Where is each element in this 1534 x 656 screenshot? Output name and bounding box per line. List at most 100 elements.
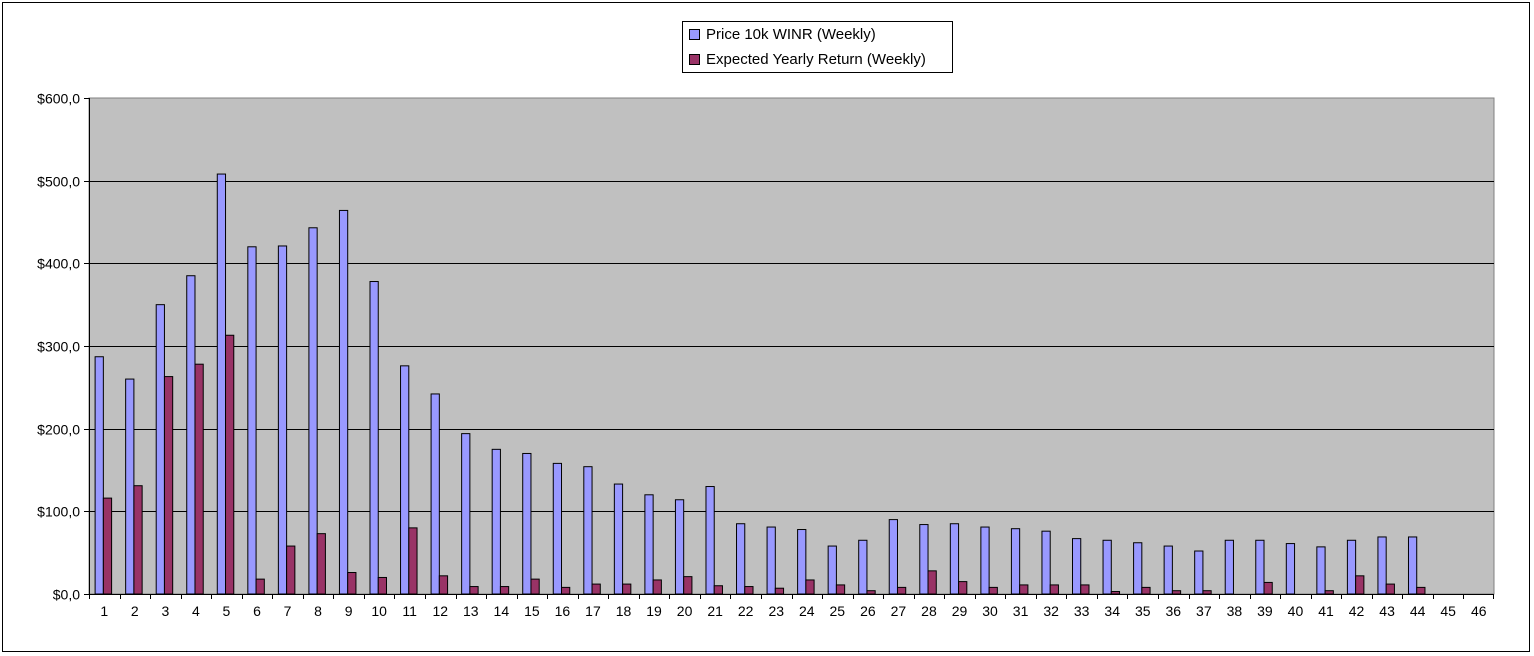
bar-price xyxy=(308,227,318,595)
bar-expected-return xyxy=(866,590,876,595)
x-tick-label: 38 xyxy=(1227,603,1243,619)
bar-price xyxy=(1377,536,1387,595)
bar-expected-return xyxy=(255,578,265,595)
bar-price xyxy=(1102,539,1112,595)
x-tick-label: 2 xyxy=(131,603,139,619)
bar-price xyxy=(583,466,593,595)
bar-price xyxy=(430,393,440,595)
x-tick-label: 24 xyxy=(799,603,815,619)
bar-expected-return xyxy=(713,585,723,595)
bar-price xyxy=(1163,545,1173,595)
bar-expected-return xyxy=(1049,584,1059,595)
x-tick-label: 11 xyxy=(402,603,417,619)
y-tick-label: $600,0 xyxy=(37,91,80,107)
legend-item-expected-return: Expected Yearly Return (Weekly) xyxy=(689,50,926,70)
bar-price xyxy=(858,539,868,595)
y-tick-label: $500,0 xyxy=(37,174,80,190)
bar-price xyxy=(1072,538,1082,595)
y-tick-label: $300,0 xyxy=(37,339,80,355)
bar-price xyxy=(369,281,379,595)
bar-expected-return xyxy=(1080,584,1090,595)
bar-price xyxy=(949,523,960,595)
x-tick-label: 17 xyxy=(585,603,601,619)
bar-price xyxy=(705,486,715,595)
bar-price xyxy=(247,246,257,595)
bar-expected-return xyxy=(1202,590,1212,595)
x-tick-label: 29 xyxy=(952,603,968,619)
bar-expected-return xyxy=(1263,581,1273,595)
bar-expected-return xyxy=(286,545,296,595)
bar-price xyxy=(1010,528,1021,595)
bar-price xyxy=(1407,536,1418,595)
x-tick-label: 7 xyxy=(284,603,292,619)
x-tick-label: 32 xyxy=(1043,603,1059,619)
bar-price xyxy=(644,494,654,595)
bar-expected-return xyxy=(805,579,815,595)
bar-expected-return xyxy=(347,572,357,595)
bar-expected-return xyxy=(683,576,693,595)
bar-price xyxy=(1133,542,1143,595)
x-tick-label: 21 xyxy=(707,603,723,619)
x-tick-label: 16 xyxy=(555,603,571,619)
x-tick-label: 19 xyxy=(646,603,662,619)
bar-price xyxy=(736,523,746,595)
x-tick-label: 12 xyxy=(432,603,448,619)
legend-label-price: Price 10k WINR (Weekly) xyxy=(706,26,876,43)
x-tick-label: 20 xyxy=(677,603,693,619)
bar-expected-return xyxy=(988,586,998,595)
bar-price xyxy=(919,524,929,595)
x-tick-label: 39 xyxy=(1257,603,1273,619)
x-tick-label: 15 xyxy=(524,603,540,619)
bar-expected-return xyxy=(1019,584,1029,595)
bar-price xyxy=(338,209,349,595)
x-tick-label: 26 xyxy=(860,603,876,619)
bar-expected-return xyxy=(774,587,785,595)
y-tick-label: $200,0 xyxy=(37,422,80,438)
bar-price xyxy=(491,448,501,595)
x-axis: 1 2 3 4 5 6 7 8 9 10 11 12 13 14 15 16 17 18 19 20 21 22 23 24 2… xyxy=(89,594,1494,619)
bar-expected-return xyxy=(744,586,754,595)
bar-price xyxy=(980,526,990,595)
legend: Price 10k WINR (Weekly) Expected Yearly … xyxy=(682,21,953,73)
x-tick-label: 36 xyxy=(1166,603,1182,619)
x-tick-label: 6 xyxy=(253,603,261,619)
bar-expected-return xyxy=(1171,590,1182,595)
x-tick-label: 3 xyxy=(161,603,169,619)
x-tick-label: 8 xyxy=(314,603,322,619)
bar-price xyxy=(522,452,532,595)
x-tick-label: 22 xyxy=(738,603,754,619)
bar-expected-return xyxy=(1110,591,1121,595)
x-tick-label: 34 xyxy=(1104,603,1120,619)
bar-chart: $0,0 $100,0 $200,0 $300,0 $400,0 $500,0 $600,0… xyxy=(37,91,1495,619)
bar-price xyxy=(277,245,288,595)
x-tick-label: 14 xyxy=(494,603,510,619)
bar-expected-return xyxy=(1385,583,1395,595)
bar-price xyxy=(461,433,471,595)
x-tick-label: 44 xyxy=(1410,603,1426,619)
bar-price xyxy=(125,378,135,595)
x-tick-label: 35 xyxy=(1135,603,1151,619)
bar-price xyxy=(1346,539,1357,595)
x-tick-label: 40 xyxy=(1288,603,1304,619)
bar-price xyxy=(1041,530,1051,595)
x-tick-label: 43 xyxy=(1379,603,1395,619)
bar-expected-return xyxy=(958,581,968,595)
x-tick-label: 37 xyxy=(1196,603,1212,619)
gridlines xyxy=(89,181,1494,512)
bar-expected-return xyxy=(408,527,418,595)
bar-expected-return xyxy=(622,583,632,595)
legend-label-expected-return: Expected Yearly Return (Weekly) xyxy=(706,51,926,68)
bar-expected-return xyxy=(1355,575,1365,595)
x-tick-label: 4 xyxy=(192,603,200,619)
bar-price xyxy=(674,499,685,595)
y-tick-label: $0,0 xyxy=(53,587,80,603)
bar-price xyxy=(400,365,410,595)
y-tick-label: $400,0 xyxy=(37,256,80,272)
bar-expected-return xyxy=(163,376,174,595)
x-tick-label: 42 xyxy=(1349,603,1365,619)
x-tick-label: 25 xyxy=(830,603,846,619)
x-tick-label: 13 xyxy=(463,603,479,619)
bar-expected-return xyxy=(499,586,510,595)
bar-expected-return xyxy=(438,575,449,595)
